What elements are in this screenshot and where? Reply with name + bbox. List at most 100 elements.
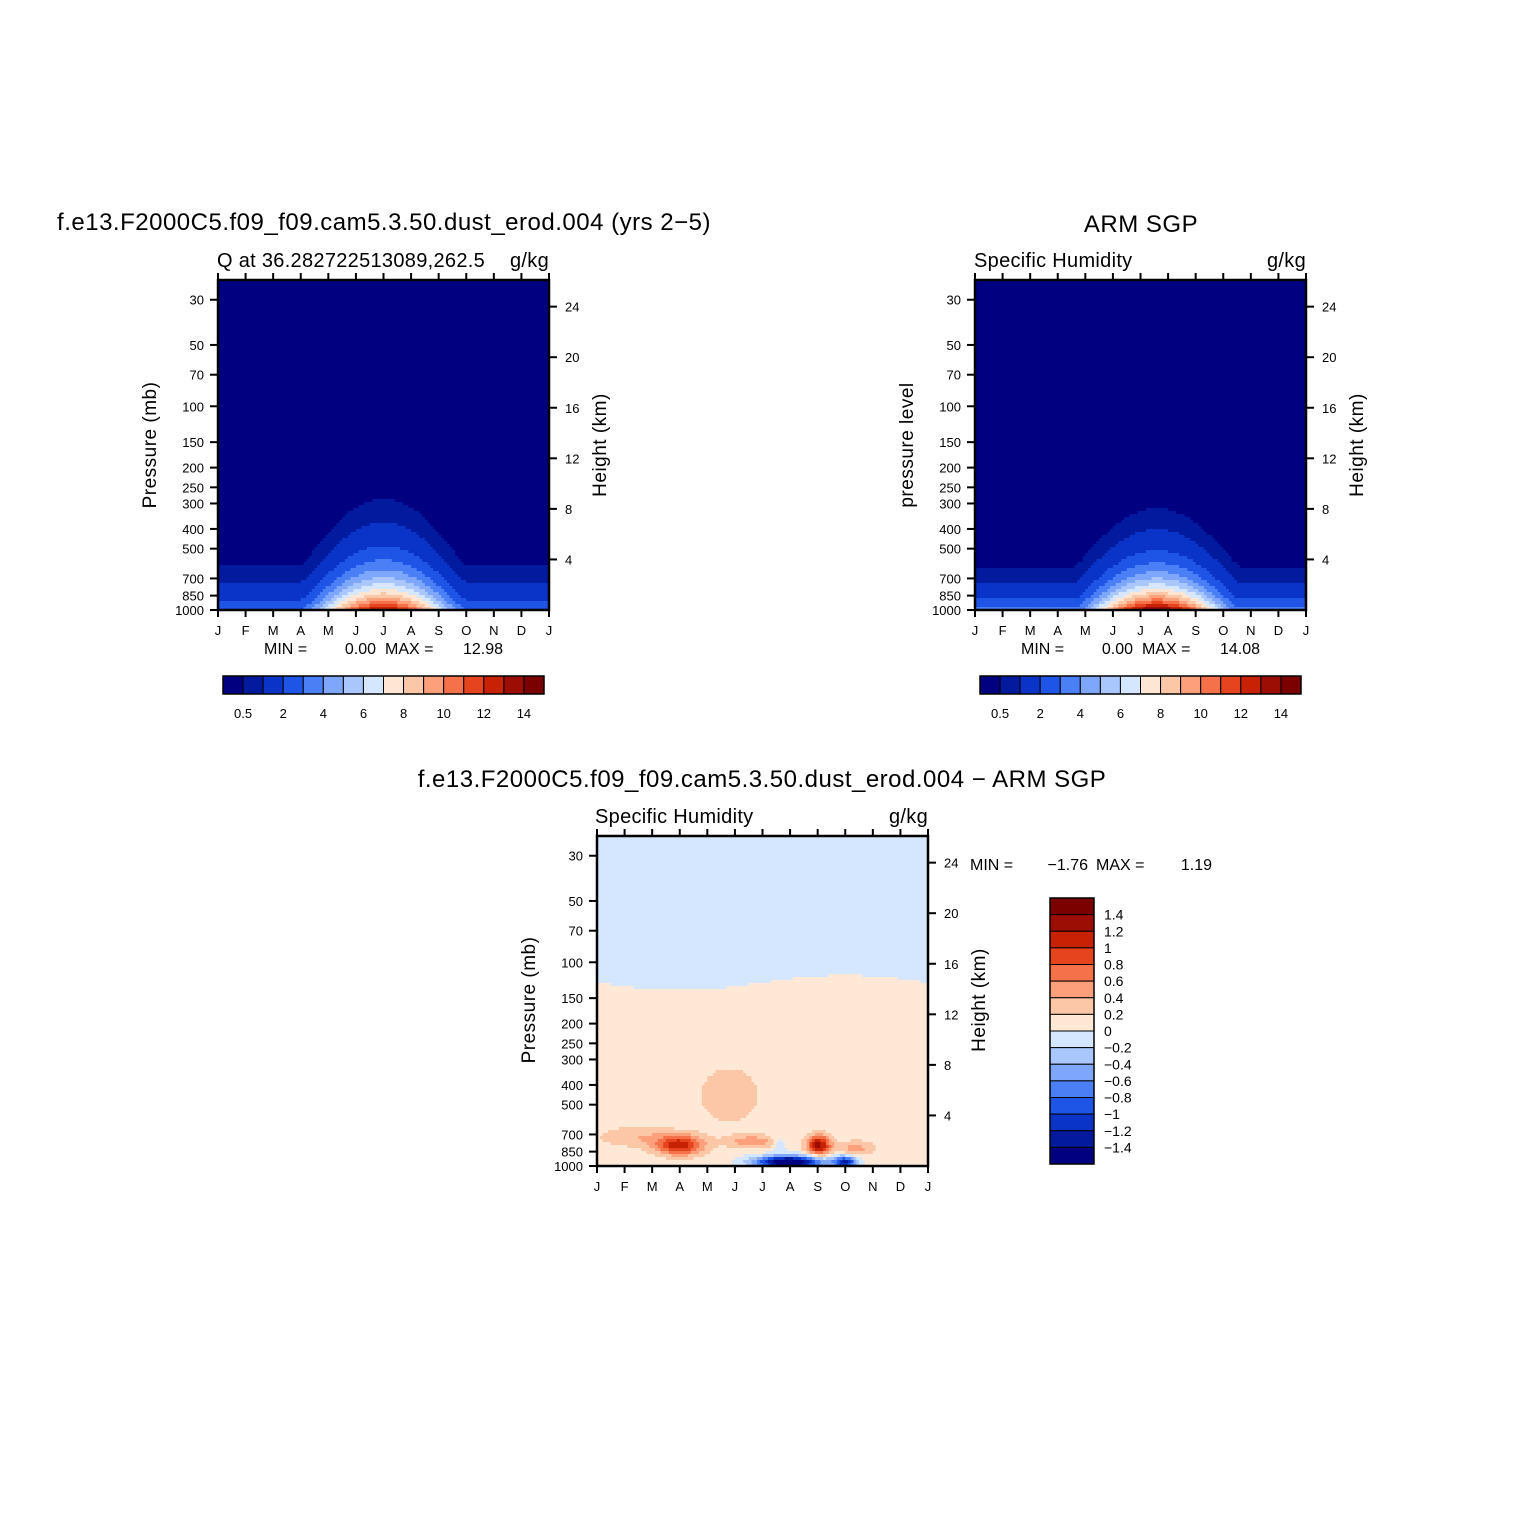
obs-panel-title: ARM SGP [1084,211,1198,238]
diff-y-tick-label: 100 [561,955,583,970]
model-colorbar-swatch [504,676,524,694]
diff-y2-tick-label: 12 [944,1007,958,1022]
diff-colorbar-swatch [1050,1014,1094,1031]
model-y-tick-label: 30 [190,293,204,308]
diff-y-tick-label: 400 [561,1078,583,1093]
diff-colorbar-swatch [1050,931,1094,948]
obs-y2-tick-label: 20 [1322,350,1336,365]
diff-colorbar-swatch [1050,1131,1094,1148]
diff-colorbar-swatch [1050,998,1094,1015]
model-colorbar-swatch [283,676,303,694]
obs-colorbar-swatch [1161,676,1181,694]
model-colorbar-swatch [404,676,424,694]
obs-y-tick-label: 150 [939,435,961,450]
obs-colorbar-label: 4 [1077,706,1084,721]
model-colorbar-swatch [464,676,484,694]
model-y2-tick-label: 8 [565,502,572,517]
obs-max-label: MAX = [1142,641,1190,658]
obs-subtitle: Specific Humidity [974,250,1132,272]
model-colorbar-swatch [424,676,444,694]
diff-y-tick-label: 300 [561,1052,583,1067]
obs-x-tick-label: S [1191,623,1200,638]
obs-y-tick-label: 200 [939,461,961,476]
diff-x-tick-label: M [647,1179,658,1194]
diff-colorbar-swatch [1050,915,1094,932]
obs-x-tick-label: J [972,623,979,638]
obs-y-tick-label: 70 [947,368,961,383]
diff-colorbar-label: 1 [1104,940,1112,956]
obs-colorbar-label: 2 [1037,706,1044,721]
obs-y-tick-label: 50 [947,338,961,353]
obs-y-tick-label: 1000 [932,603,961,618]
diff-y-tick-label: 700 [561,1127,583,1142]
model-x-tick-label: A [407,623,416,638]
diff-x-tick-label: J [759,1179,766,1194]
model-colorbar-swatch [243,676,263,694]
diff-colorbar-swatch [1050,965,1094,982]
diff-min-value: −1.76 [1048,857,1089,874]
model-colorbar-swatch [223,676,243,694]
obs-y2-tick-label: 24 [1322,300,1336,315]
model-y-tick-label: 400 [182,522,204,537]
diff-colorbar-swatch [1050,1031,1094,1048]
diff-subtitle: Specific Humidity [595,806,753,828]
model-colorbar-label: 0.5 [234,706,252,721]
model-colorbar-label: 8 [400,706,407,721]
diff-colorbar-label: 1.2 [1104,923,1124,939]
obs-colorbar-swatch [1181,676,1201,694]
diff-y2-tick-label: 8 [944,1058,951,1073]
model-y-tick-label: 70 [190,368,204,383]
obs-max-value: 14.08 [1220,641,1260,658]
diff-y-tick-label: 1000 [554,1159,583,1174]
model-y-tick-label: 700 [182,571,204,586]
model-contour-fill [218,280,550,611]
diff-colorbar-label: −0.8 [1104,1090,1132,1106]
diff-x-tick-label: D [896,1179,905,1194]
diff-y-tick-label: 150 [561,991,583,1006]
diff-colorbar-label: 0.6 [1104,973,1124,989]
obs-colorbar-swatch [1201,676,1221,694]
diff-x-tick-label: J [594,1179,601,1194]
model-y2-tick-label: 20 [565,350,579,365]
diff-y2-tick-label: 20 [944,906,958,921]
obs-colorbar-swatch [980,676,1000,694]
obs-colorbar-swatch [1100,676,1120,694]
diff-y-tick-label: 850 [561,1145,583,1160]
model-y-tick-label: 150 [182,435,204,450]
obs-x-tick-label: D [1274,623,1283,638]
model-panel-title: f.e13.F2000C5.f09_f09.cam5.3.50.dust_ero… [57,209,711,236]
obs-colorbar-swatch [1141,676,1161,694]
obs-colorbar-swatch [1241,676,1261,694]
model-x-tick-label: M [268,623,279,638]
obs-min-value: 0.00 [1102,641,1133,658]
obs-y2-tick-label: 4 [1322,552,1329,567]
diff-stats: MIN = −1.76 MAX = 1.19 [970,857,1212,874]
model-stats: MIN = 0.00 MAX = 12.98 [264,641,503,658]
model-x-tick-label: N [489,623,498,638]
diff-y-tick-label: 50 [569,894,583,909]
diff-colorbar-swatch [1050,1081,1094,1098]
diff-colorbar-swatch [1050,1064,1094,1081]
model-colorbar-label: 12 [477,706,491,721]
model-x-tick-label: J [215,623,222,638]
obs-colorbar-swatch [1040,676,1060,694]
model-colorbar-swatch [444,676,464,694]
obs-stats: MIN = 0.00 MAX = 14.08 [1021,641,1260,658]
diff-colorbar-label: 0.4 [1104,990,1124,1006]
model-y-tick-label: 50 [190,338,204,353]
model-x-tick-label: O [461,623,471,638]
diff-colorbar-swatch [1050,1147,1094,1164]
diff-colorbar-label: −1.2 [1104,1123,1132,1139]
diff-y-tick-label: 30 [569,849,583,864]
obs-colorbar-swatch [1060,676,1080,694]
obs-colorbar-swatch [1120,676,1140,694]
model-colorbar-label: 2 [280,706,287,721]
diff-colorbar-label: 0 [1104,1023,1112,1039]
diff-contour-fill [597,836,929,1167]
diff-colorbar-swatch [1050,981,1094,998]
obs-y2-tick-label: 8 [1322,502,1329,517]
model-colorbar-label: 6 [360,706,367,721]
model-y-tick-label: 300 [182,496,204,511]
